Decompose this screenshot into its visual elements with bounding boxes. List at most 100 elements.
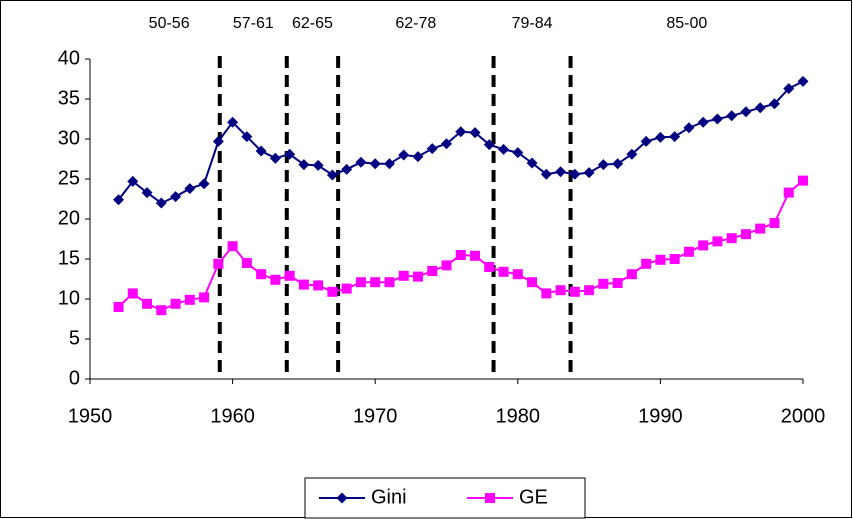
marker xyxy=(269,152,281,164)
marker xyxy=(726,110,738,122)
y-tick-label: 25 xyxy=(58,167,80,189)
marker xyxy=(156,305,167,316)
marker xyxy=(199,292,210,303)
y-tick-label: 40 xyxy=(58,47,80,69)
marker xyxy=(569,168,581,180)
marker xyxy=(512,269,523,280)
marker xyxy=(370,277,381,288)
marker xyxy=(798,175,808,186)
marker xyxy=(327,286,338,297)
marker xyxy=(284,148,296,160)
marker xyxy=(369,158,381,170)
marker xyxy=(142,298,153,309)
x-tick-label: 1980 xyxy=(496,405,541,427)
marker xyxy=(383,158,395,170)
marker xyxy=(184,183,196,195)
marker xyxy=(655,254,666,265)
marker xyxy=(113,302,124,312)
marker xyxy=(612,158,624,170)
y-tick-label: 15 xyxy=(58,247,80,269)
marker xyxy=(698,240,709,251)
marker xyxy=(184,294,195,305)
y-tick-label: 35 xyxy=(58,87,80,109)
y-tick-label: 5 xyxy=(69,327,80,349)
period-label: 62-78 xyxy=(395,15,436,32)
marker xyxy=(640,135,652,147)
period-label: 50-56 xyxy=(149,15,190,32)
marker xyxy=(712,236,723,247)
marker xyxy=(469,127,481,139)
period-label: 57-61 xyxy=(233,15,274,32)
marker xyxy=(455,250,466,260)
marker xyxy=(341,283,352,294)
marker xyxy=(336,492,348,504)
marker xyxy=(426,143,438,155)
y-tick-label: 20 xyxy=(58,207,80,229)
marker xyxy=(198,178,210,190)
marker xyxy=(654,131,666,143)
marker xyxy=(740,229,751,240)
marker xyxy=(170,298,181,309)
marker xyxy=(555,166,567,178)
marker xyxy=(441,260,452,271)
marker xyxy=(485,493,495,503)
marker xyxy=(341,163,353,175)
marker xyxy=(412,271,423,282)
marker xyxy=(312,159,324,171)
marker xyxy=(498,143,510,155)
marker xyxy=(398,270,409,281)
period-label: 79-84 xyxy=(512,15,553,32)
marker xyxy=(612,278,623,288)
marker xyxy=(669,131,681,143)
marker xyxy=(726,233,737,244)
marker xyxy=(113,194,125,206)
marker xyxy=(256,269,267,280)
marker xyxy=(484,262,495,272)
marker xyxy=(355,277,366,288)
marker xyxy=(711,113,723,125)
legend-label: Gini xyxy=(371,486,407,508)
marker xyxy=(227,116,239,128)
marker xyxy=(355,156,367,168)
period-label: 85-00 xyxy=(666,15,707,32)
marker xyxy=(170,191,182,203)
marker xyxy=(584,285,595,296)
marker xyxy=(284,270,295,281)
marker xyxy=(241,131,253,143)
marker xyxy=(384,277,395,288)
legend-label: GE xyxy=(519,486,548,508)
marker xyxy=(412,151,424,163)
marker xyxy=(683,122,695,134)
marker xyxy=(427,266,438,276)
marker xyxy=(212,135,224,147)
marker xyxy=(669,254,680,264)
marker xyxy=(583,167,595,179)
marker xyxy=(754,102,766,114)
x-tick-label: 1960 xyxy=(210,405,255,427)
marker xyxy=(298,279,309,290)
marker xyxy=(227,241,238,252)
marker xyxy=(398,149,410,161)
y-tick-label: 0 xyxy=(69,367,80,389)
marker xyxy=(498,266,509,277)
x-tick-label: 1970 xyxy=(353,405,398,427)
marker xyxy=(783,187,794,198)
marker xyxy=(127,288,138,299)
marker xyxy=(797,75,809,87)
marker xyxy=(455,126,467,138)
marker xyxy=(527,277,538,288)
marker xyxy=(683,246,694,257)
period-label: 62-65 xyxy=(292,15,333,32)
marker xyxy=(555,285,566,296)
marker xyxy=(626,269,637,280)
x-tick-label: 1990 xyxy=(638,405,683,427)
marker xyxy=(241,258,252,268)
marker xyxy=(483,139,495,151)
marker xyxy=(255,145,267,157)
marker xyxy=(697,116,709,128)
marker xyxy=(641,258,652,269)
marker xyxy=(569,286,580,297)
marker xyxy=(783,83,795,95)
